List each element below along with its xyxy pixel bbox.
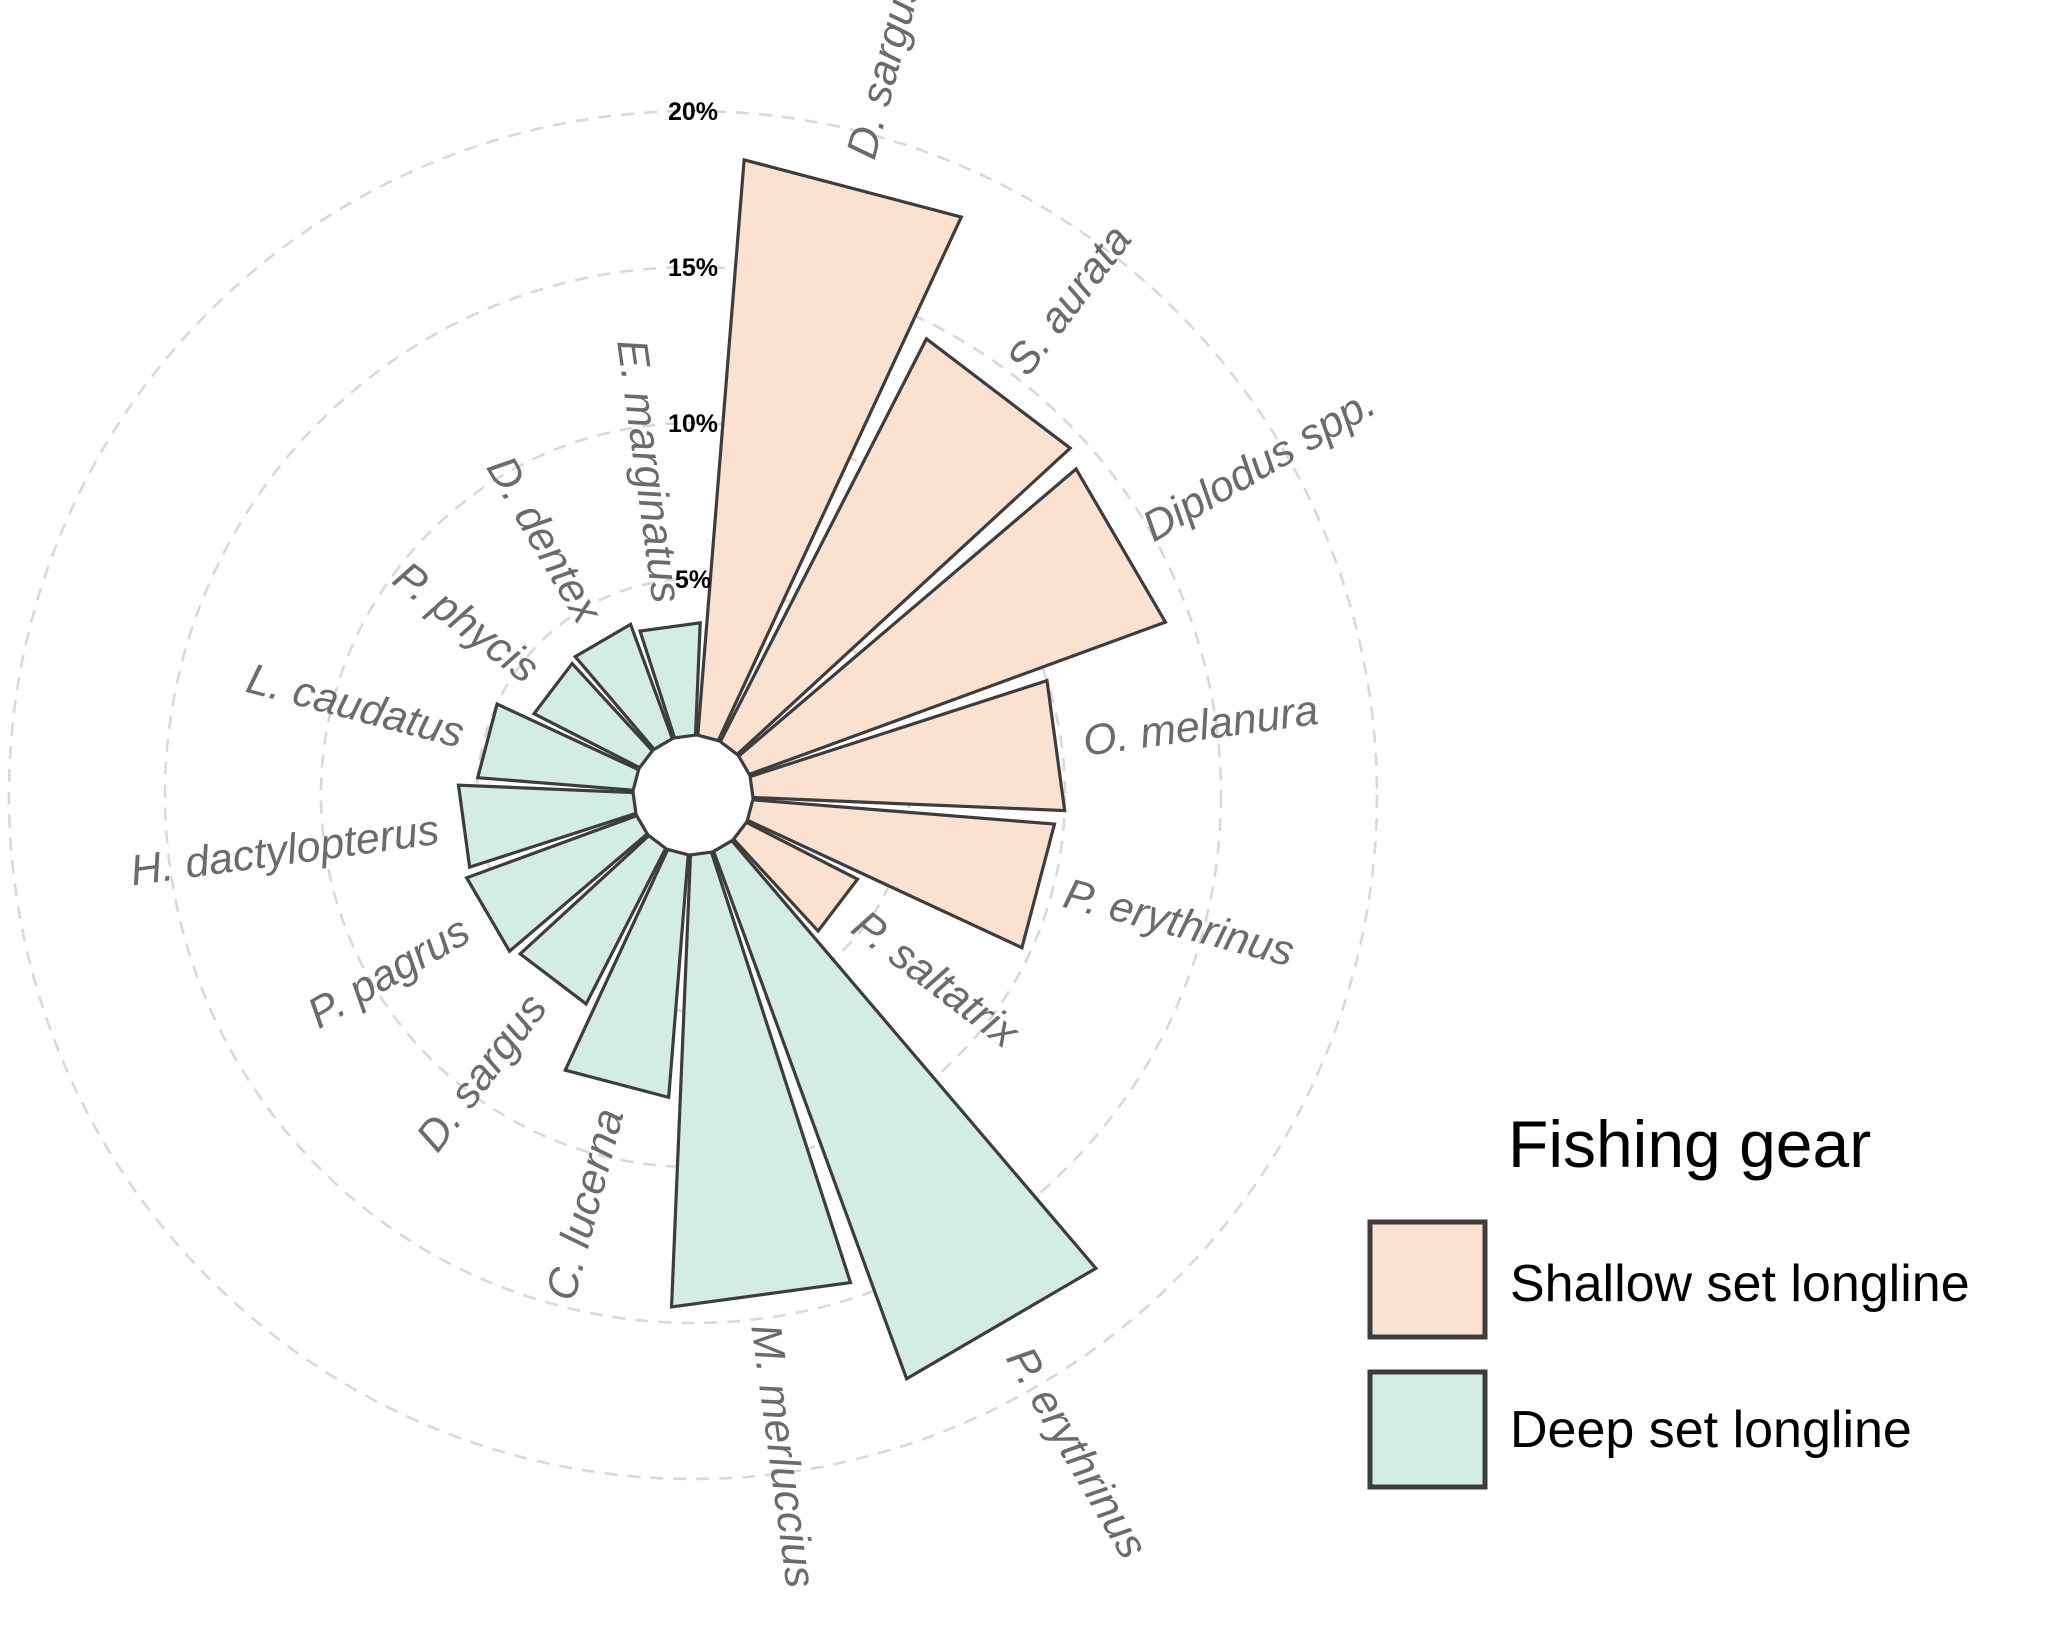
radial-tick-labels: 5% 10% 15% 20%	[668, 98, 718, 594]
category-label-p-erythrinus: P. erythrinus	[996, 1339, 1156, 1567]
category-label-e-marginatus: E. marginatus	[607, 336, 690, 605]
bar-shallow-s-aurata	[718, 336, 1073, 757]
radial-tick-label: 15%	[668, 254, 718, 282]
bar-deep-p-erythrinus	[711, 838, 1099, 1382]
legend-key-deep	[1367, 1369, 1488, 1490]
legend-label-shallow: Shallow set longline	[1510, 1255, 1970, 1313]
bar-deep-p-pagrus	[464, 813, 650, 954]
bar-shallow-o-melanura	[748, 678, 1067, 813]
bar-shallow-diplodus-spp	[736, 466, 1168, 777]
category-label-h-dactylopterus: H. dactylopterus	[128, 806, 442, 895]
radial-tick-label: 5%	[675, 566, 711, 594]
bar-shallow-d-sargus	[696, 157, 964, 743]
grid-ring-15	[163, 265, 1223, 1325]
bar-deep-m-merluccius	[669, 850, 853, 1309]
bar-layer	[456, 157, 1168, 1382]
radial-tick-label: 10%	[668, 410, 718, 438]
legend-label-deep: Deep set longline	[1510, 1401, 1912, 1459]
bar-deep-e-marginatus	[637, 620, 702, 740]
category-label-m-merluccius: M. merluccius	[741, 1321, 824, 1590]
category-label-diplodus-spp: Diplodus spp.	[1134, 379, 1383, 552]
category-label-s-aurata: S. aurata	[997, 216, 1141, 384]
bar-deep-d-dentex	[572, 622, 675, 752]
bar-shallow-p-erythrinus	[745, 798, 1057, 950]
legend-title: Fishing gear	[1508, 1107, 1871, 1181]
radial-tick-label: 20%	[668, 98, 718, 126]
category-label-p-phycis: P. phycis	[384, 552, 548, 692]
category-label-l-caudatus: L. caudatus	[242, 655, 469, 758]
bar-shallow-p-saltatrix	[731, 820, 860, 934]
grid-ring-20	[7, 109, 1379, 1481]
category-label-d-sargus: D. sargus	[838, 0, 931, 164]
category-label-c-lucerna: C. lucerna	[537, 1104, 633, 1306]
category-label-d-dentex: D. dentex	[477, 448, 612, 632]
category-label-p-erythrinus: P. erythrinus	[1059, 870, 1299, 976]
bar-deep-h-dactylopterus	[456, 783, 638, 870]
bar-deep-d-sargus	[517, 833, 668, 1007]
category-label-o-melanura: O. melanura	[1080, 686, 1321, 765]
bar-deep-p-phycis	[531, 661, 655, 770]
legend: Fishing gear Shallow set longline Deep s…	[1367, 1107, 1970, 1490]
category-label-p-pagrus: P. pagrus	[300, 907, 478, 1038]
bar-deep-c-lucerna	[563, 847, 690, 1100]
legend-key-shallow	[1367, 1219, 1488, 1340]
category-label-d-sargus: D. sargus	[407, 985, 557, 1161]
bar-deep-l-caudatus	[475, 701, 641, 792]
